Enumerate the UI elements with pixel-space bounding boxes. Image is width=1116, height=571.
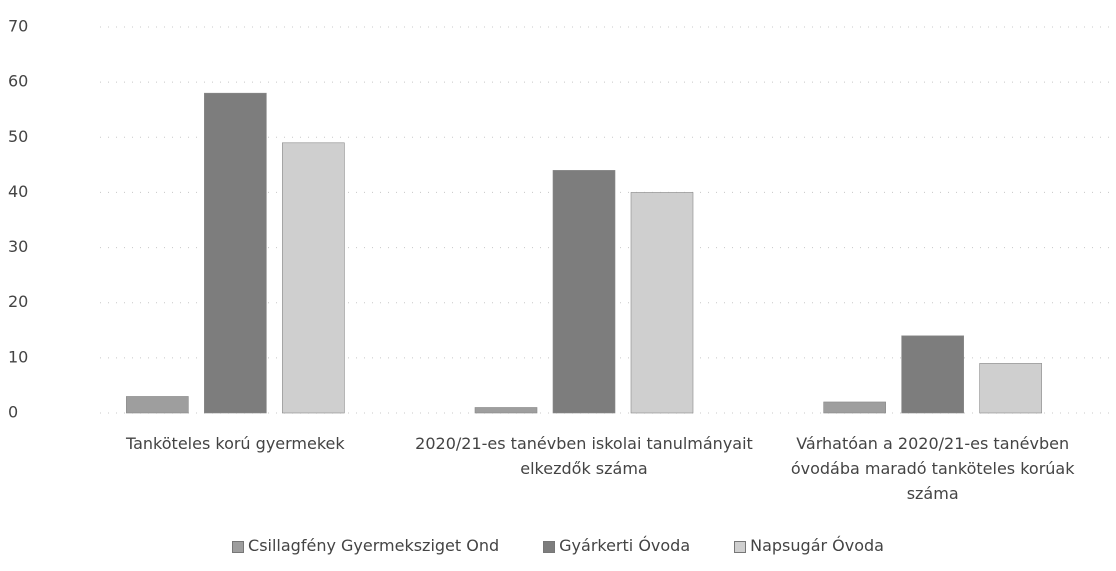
legend-label: Napsugár Óvoda <box>750 536 884 555</box>
legend-swatch <box>543 540 556 553</box>
bar <box>282 142 345 414</box>
y-tick-label: 10 <box>8 347 28 366</box>
legend: Csillagfény Gyermeksziget Ond Gyárkerti Ó… <box>0 536 1116 555</box>
legend-item: Napsugár Óvoda <box>734 536 884 555</box>
y-tick-label: 20 <box>8 292 28 311</box>
y-tick-label: 70 <box>8 17 28 36</box>
bar <box>901 335 964 414</box>
y-tick-label: 60 <box>8 72 28 91</box>
legend-swatch <box>232 540 245 553</box>
bar <box>823 401 886 414</box>
bar <box>126 396 189 414</box>
legend-swatch <box>734 540 747 553</box>
x-tick-label: Várhatóan a 2020/21-es tanévben óvodába … <box>790 434 1075 503</box>
legend-label: Gyárkerti Óvoda <box>559 536 691 555</box>
x-tick-label: 2020/21-es tanévben iskolai tanulmányait… <box>415 434 753 478</box>
bar <box>552 170 616 414</box>
y-tick-label: 0 <box>8 403 18 422</box>
legend-label: Csillagfény Gyermeksziget Ond <box>248 536 500 555</box>
y-tick-label: 30 <box>8 237 28 256</box>
y-tick-label: 50 <box>8 127 28 146</box>
x-tick-label: Tanköteles korú gyermekek <box>125 434 345 453</box>
bar <box>630 192 694 414</box>
legend-item: Csillagfény Gyermeksziget Ond <box>232 536 499 555</box>
legend-item: Gyárkerti Óvoda <box>543 536 690 555</box>
y-tick-label: 40 <box>8 182 28 201</box>
bar <box>474 407 538 414</box>
bar <box>979 363 1042 414</box>
bar <box>204 92 267 414</box>
